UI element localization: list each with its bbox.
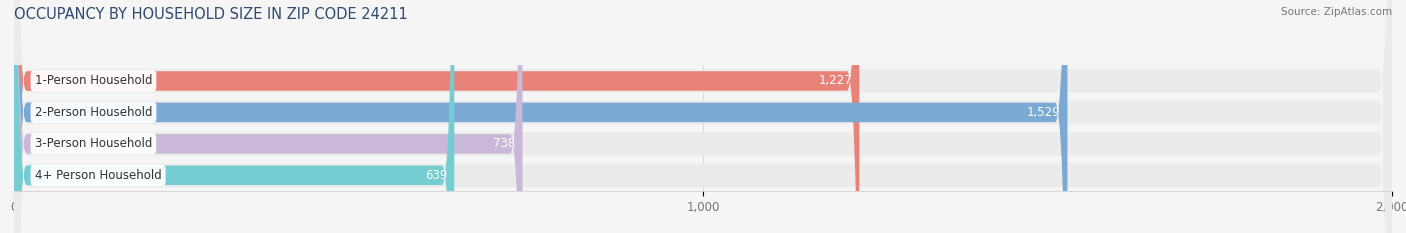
Text: 1-Person Household: 1-Person Household: [35, 75, 152, 87]
Text: 2-Person Household: 2-Person Household: [35, 106, 152, 119]
FancyBboxPatch shape: [14, 0, 1392, 233]
Text: 738: 738: [494, 137, 516, 150]
FancyBboxPatch shape: [14, 0, 1392, 233]
FancyBboxPatch shape: [14, 0, 1392, 233]
Text: 1,529: 1,529: [1026, 106, 1060, 119]
Text: 639: 639: [425, 169, 447, 182]
Text: 1,227: 1,227: [818, 75, 852, 87]
Text: OCCUPANCY BY HOUSEHOLD SIZE IN ZIP CODE 24211: OCCUPANCY BY HOUSEHOLD SIZE IN ZIP CODE …: [14, 7, 408, 22]
FancyBboxPatch shape: [14, 0, 523, 233]
Text: 3-Person Household: 3-Person Household: [35, 137, 152, 150]
FancyBboxPatch shape: [14, 0, 1392, 233]
Text: 4+ Person Household: 4+ Person Household: [35, 169, 162, 182]
FancyBboxPatch shape: [14, 0, 859, 233]
FancyBboxPatch shape: [14, 0, 1067, 233]
FancyBboxPatch shape: [14, 0, 454, 233]
Text: Source: ZipAtlas.com: Source: ZipAtlas.com: [1281, 7, 1392, 17]
